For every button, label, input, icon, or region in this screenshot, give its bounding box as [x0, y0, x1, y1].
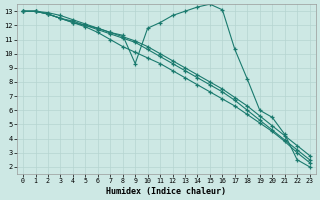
X-axis label: Humidex (Indice chaleur): Humidex (Indice chaleur) [106, 187, 226, 196]
